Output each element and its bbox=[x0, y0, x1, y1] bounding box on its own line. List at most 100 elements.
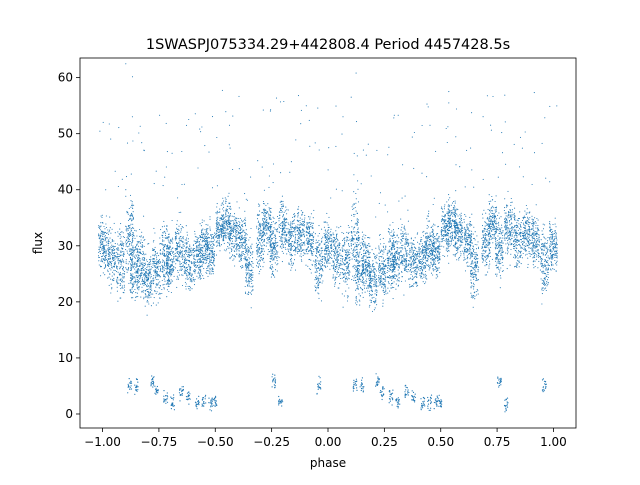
data-point bbox=[179, 240, 181, 242]
data-point bbox=[299, 217, 301, 219]
data-point bbox=[148, 292, 150, 294]
data-point bbox=[129, 240, 131, 243]
data-point bbox=[181, 284, 184, 287]
data-point bbox=[228, 216, 230, 218]
data-point bbox=[283, 100, 285, 103]
data-point bbox=[294, 236, 297, 238]
data-point bbox=[108, 231, 110, 233]
data-point bbox=[292, 246, 294, 248]
data-point bbox=[223, 222, 225, 224]
data-point bbox=[116, 282, 118, 284]
data-point bbox=[321, 252, 323, 254]
data-point bbox=[298, 231, 300, 234]
data-point bbox=[105, 259, 107, 261]
data-point bbox=[245, 277, 247, 279]
data-point bbox=[209, 216, 211, 218]
data-point bbox=[216, 213, 218, 215]
data-point bbox=[198, 276, 201, 278]
data-point bbox=[248, 283, 250, 285]
data-point bbox=[223, 242, 225, 244]
data-point bbox=[276, 231, 278, 233]
data-point bbox=[219, 219, 221, 221]
data-point bbox=[240, 257, 242, 259]
data-point bbox=[98, 264, 100, 266]
data-point bbox=[292, 263, 295, 265]
data-point bbox=[301, 242, 303, 244]
data-point bbox=[267, 223, 270, 225]
data-point bbox=[183, 254, 185, 256]
data-point bbox=[247, 249, 249, 251]
data-point bbox=[287, 230, 289, 232]
data-point bbox=[176, 235, 178, 237]
data-point bbox=[337, 268, 339, 270]
data-point bbox=[315, 264, 317, 266]
data-point bbox=[260, 233, 262, 235]
data-point bbox=[319, 264, 321, 266]
data-point bbox=[199, 260, 201, 262]
data-point bbox=[326, 212, 328, 214]
data-point bbox=[181, 226, 183, 228]
data-point bbox=[245, 232, 247, 235]
data-point bbox=[141, 271, 143, 273]
data-point bbox=[286, 239, 288, 241]
data-point bbox=[127, 233, 129, 235]
data-point bbox=[181, 258, 184, 260]
data-point bbox=[107, 260, 109, 263]
data-point bbox=[141, 241, 144, 244]
data-point bbox=[273, 227, 275, 229]
data-point bbox=[292, 264, 294, 266]
data-point bbox=[284, 210, 286, 212]
scatter-column bbox=[206, 116, 216, 277]
data-point bbox=[250, 264, 252, 266]
data-point bbox=[161, 243, 163, 246]
data-point bbox=[164, 176, 166, 178]
data-point bbox=[197, 250, 200, 252]
data-point bbox=[189, 286, 192, 288]
data-point bbox=[130, 297, 133, 299]
data-point bbox=[155, 304, 157, 306]
data-point bbox=[277, 241, 279, 243]
data-point bbox=[131, 218, 133, 220]
data-point bbox=[333, 261, 335, 263]
data-point bbox=[265, 224, 268, 226]
data-point bbox=[308, 222, 310, 224]
data-point bbox=[136, 280, 138, 282]
data-point bbox=[347, 236, 349, 238]
data-point bbox=[272, 230, 274, 232]
data-point bbox=[192, 247, 194, 249]
data-point bbox=[244, 285, 246, 288]
data-point bbox=[330, 240, 332, 242]
data-point bbox=[126, 142, 129, 144]
data-point bbox=[111, 252, 113, 254]
data-point bbox=[312, 225, 314, 227]
data-point bbox=[201, 126, 203, 128]
data-point bbox=[252, 266, 254, 268]
data-point bbox=[207, 254, 209, 256]
data-point bbox=[345, 279, 347, 281]
data-point bbox=[314, 247, 316, 250]
data-point bbox=[299, 250, 301, 252]
data-point bbox=[258, 252, 260, 254]
data-point bbox=[203, 268, 205, 270]
data-point bbox=[116, 283, 118, 285]
data-point bbox=[212, 268, 214, 270]
data-point bbox=[263, 213, 265, 215]
data-point bbox=[263, 189, 265, 191]
data-point bbox=[310, 244, 312, 246]
data-point bbox=[190, 275, 193, 277]
data-point bbox=[129, 235, 131, 237]
data-point bbox=[299, 224, 301, 226]
data-point bbox=[337, 245, 339, 247]
data-point bbox=[122, 253, 125, 255]
data-point bbox=[274, 235, 276, 238]
data-point bbox=[202, 247, 204, 249]
data-point bbox=[139, 251, 141, 253]
data-point bbox=[302, 231, 304, 233]
data-point bbox=[102, 235, 104, 237]
data-point bbox=[307, 265, 309, 267]
data-point bbox=[309, 226, 311, 228]
data-point bbox=[258, 264, 260, 266]
data-point bbox=[274, 244, 276, 246]
data-point bbox=[255, 242, 257, 244]
